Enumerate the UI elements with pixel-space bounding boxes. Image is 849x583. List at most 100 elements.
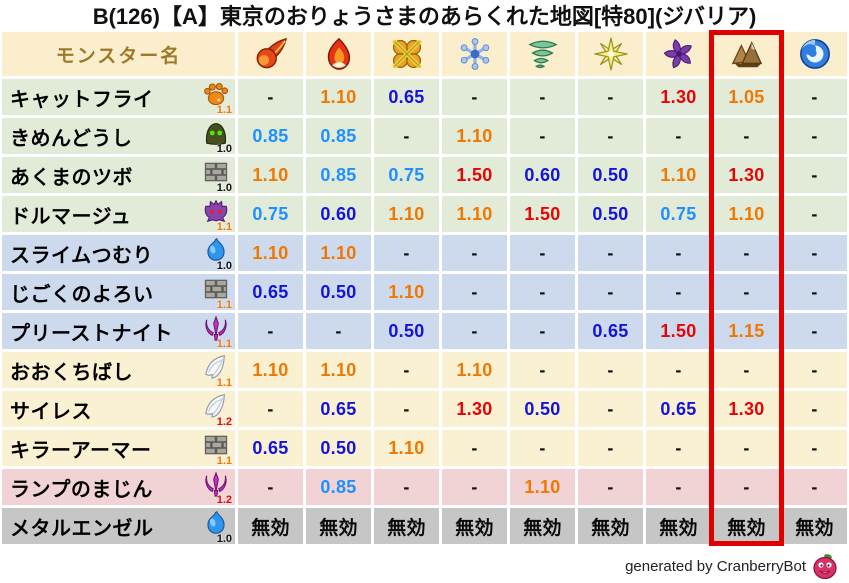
resistance-value: - <box>335 320 342 341</box>
resistance-value-cell: 1.10 <box>306 235 371 271</box>
resistance-value-cell: - <box>510 79 575 115</box>
resistance-value-cell: - <box>510 430 575 466</box>
resistance-value: - <box>811 398 818 419</box>
family-badge: 1.0 <box>200 119 232 154</box>
resistance-value-cell: - <box>782 235 847 271</box>
resistance-table: モンスター名 キャットフライ 1.1 - 1.10 0.65 - - - 1.30 1.05 - きめん… <box>2 30 847 546</box>
resistance-value: 0.65 <box>252 281 289 302</box>
resistance-value-cell: 無効 <box>646 508 711 544</box>
resistance-value-cell: - <box>578 118 643 154</box>
resistance-value: - <box>811 359 818 380</box>
family-rate: 1.1 <box>216 221 232 233</box>
resistance-value: 無効 <box>591 517 630 539</box>
resistance-value-cell: 0.65 <box>374 79 439 115</box>
resistance-value: - <box>403 476 410 497</box>
resistance-value-cell: 0.50 <box>510 391 575 427</box>
resistance-value-cell: 1.10 <box>510 469 575 505</box>
resistance-value-cell: - <box>374 352 439 388</box>
resistance-value-cell: 1.10 <box>442 196 507 232</box>
resistance-value: - <box>607 359 614 380</box>
resistance-value: - <box>743 359 750 380</box>
resistance-value-cell: 1.10 <box>306 352 371 388</box>
resistance-value: 無効 <box>387 517 426 539</box>
resistance-value-cell: - <box>442 469 507 505</box>
resistance-value: 0.65 <box>592 320 629 341</box>
resistance-value: 0.85 <box>320 164 357 185</box>
resistance-value: 0.50 <box>320 437 357 458</box>
monster-name-cell: きめんどうし 1.0 <box>2 118 235 154</box>
resistance-value-cell: - <box>646 274 711 310</box>
resistance-value: - <box>267 476 274 497</box>
resistance-value-cell: - <box>646 469 711 505</box>
monster-name-cell: キラーアーマー 1.1 <box>2 430 235 466</box>
resistance-value: - <box>607 242 614 263</box>
resistance-value: - <box>267 398 274 419</box>
resistance-value-cell: - <box>578 235 643 271</box>
resistance-value-cell: - <box>782 196 847 232</box>
family-rate: 1.2 <box>216 494 232 506</box>
resistance-value: 0.60 <box>320 203 357 224</box>
resistance-value: 1.50 <box>524 203 561 224</box>
monster-name: メタルエンゼル <box>10 517 154 540</box>
resistance-value-cell: 1.05 <box>714 79 779 115</box>
resistance-value: 1.10 <box>388 281 425 302</box>
resistance-value-cell: 0.65 <box>306 391 371 427</box>
monster-name: きめんどうし <box>10 127 133 150</box>
resistance-value: - <box>811 437 818 458</box>
monster-name: スライムつむり <box>10 244 154 267</box>
resistance-value-cell: - <box>714 235 779 271</box>
resistance-value: - <box>607 476 614 497</box>
resistance-value-cell: 0.50 <box>578 157 643 193</box>
resistance-value-cell: - <box>238 313 303 349</box>
resistance-value-cell: 1.10 <box>306 79 371 115</box>
resistance-value-cell: 0.50 <box>306 430 371 466</box>
resistance-value: 1.30 <box>728 164 765 185</box>
resistance-value-cell: - <box>714 274 779 310</box>
resistance-value: - <box>743 242 750 263</box>
resistance-value: 0.50 <box>320 281 357 302</box>
resistance-value: 0.75 <box>660 203 697 224</box>
resistance-value: - <box>811 281 818 302</box>
resistance-value: - <box>403 359 410 380</box>
resistance-value: 0.65 <box>320 398 357 419</box>
family-rate: 1.1 <box>216 104 232 116</box>
resistance-value-cell: 1.10 <box>374 274 439 310</box>
resistance-value: 1.10 <box>728 203 765 224</box>
resistance-value-cell: 0.50 <box>374 313 439 349</box>
resistance-value: 1.30 <box>660 86 697 107</box>
mountain-icon <box>730 37 764 71</box>
resistance-grid: モンスター名 キャットフライ 1.1 - 1.10 0.65 - - - 1.30 1.05 - きめん… <box>2 32 847 544</box>
resistance-value: - <box>267 86 274 107</box>
family-rate: 1.0 <box>216 260 232 272</box>
resistance-value-cell: 1.10 <box>238 352 303 388</box>
family-rate: 1.1 <box>216 377 232 389</box>
resistance-value: 無効 <box>523 517 562 539</box>
hood-icon <box>200 120 232 146</box>
resistance-value: - <box>403 398 410 419</box>
family-badge: 1.1 <box>200 80 232 115</box>
monster-name: じごくのよろい <box>10 283 154 306</box>
resistance-value-cell: 無効 <box>782 508 847 544</box>
bricks-icon <box>200 276 232 302</box>
resistance-value: 0.75 <box>252 203 289 224</box>
resistance-value: - <box>675 125 682 146</box>
family-badge: 1.0 <box>200 158 232 193</box>
resistance-value: - <box>403 125 410 146</box>
monster-name-column-label: モンスター名 <box>55 45 182 67</box>
resistance-value: 1.15 <box>728 320 765 341</box>
resistance-value-cell: - <box>782 118 847 154</box>
resistance-value-cell: 無効 <box>578 508 643 544</box>
element-header-tornado <box>510 32 575 76</box>
resistance-value-cell: - <box>306 313 371 349</box>
resistance-value-cell: - <box>374 469 439 505</box>
resistance-value: - <box>811 164 818 185</box>
resistance-value: - <box>539 86 546 107</box>
resistance-value-cell: - <box>510 352 575 388</box>
resistance-value-cell: - <box>578 274 643 310</box>
resistance-value-cell: 0.65 <box>578 313 643 349</box>
monster-name-cell: スライムつむり 1.0 <box>2 235 235 271</box>
bricks-icon <box>200 432 232 458</box>
resistance-value: - <box>607 281 614 302</box>
monster-name: ドルマージュ <box>10 205 132 228</box>
